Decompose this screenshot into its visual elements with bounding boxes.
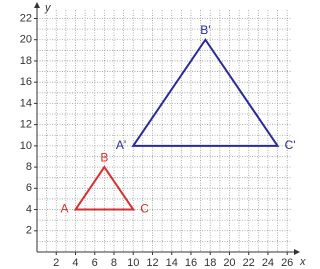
y-tick-label: 2: [26, 225, 32, 237]
x-tick-label: 8: [111, 257, 117, 269]
triangle: [131, 37, 280, 147]
x-tick-label: 18: [204, 257, 216, 269]
vertex-label: C': [285, 138, 296, 152]
vertex-label: A': [116, 138, 126, 152]
y-tick-label: 14: [20, 97, 32, 109]
y-tick-label: 22: [20, 12, 32, 24]
chart: y x 2 4 6 8 10 12 14 16 18 20 22 24 2624681012141618…: [20, 2, 306, 269]
x-tick-label: 4: [72, 257, 78, 269]
x-tick-label: 6: [92, 257, 98, 269]
y-tick-label: 12: [20, 119, 32, 131]
y-axis-label: y: [44, 2, 52, 14]
y-tick-label: 10: [20, 140, 32, 152]
y-tick-label: 4: [26, 203, 32, 215]
y-tick-label: 20: [20, 34, 32, 46]
x-tick-label: 24: [262, 257, 274, 269]
x-axis-arrow: [294, 249, 300, 255]
x-tick-label: 22: [243, 257, 255, 269]
vertex-label: B: [100, 150, 108, 164]
y-axis-arrow: [34, 2, 40, 8]
x-axis-label: x: [299, 256, 306, 268]
x-tick-label: 26: [281, 257, 293, 269]
x-tick-label: 10: [127, 257, 139, 269]
y-tick-label: 8: [26, 161, 32, 173]
triangle: [73, 165, 136, 211]
vertex-label: C: [140, 202, 149, 216]
vertex-label: A: [60, 202, 68, 216]
x-tick-label: 12: [146, 257, 158, 269]
vertex-label: B': [200, 23, 210, 37]
y-tick-label: 16: [20, 76, 32, 88]
y-tick-label: 18: [20, 55, 32, 67]
x-tick-label: 20: [223, 257, 235, 269]
y-tick-label: 6: [26, 182, 32, 194]
x-tick-label: 2: [53, 257, 59, 269]
x-tick-label: 16: [185, 257, 197, 269]
x-tick-label: 14: [166, 257, 178, 269]
